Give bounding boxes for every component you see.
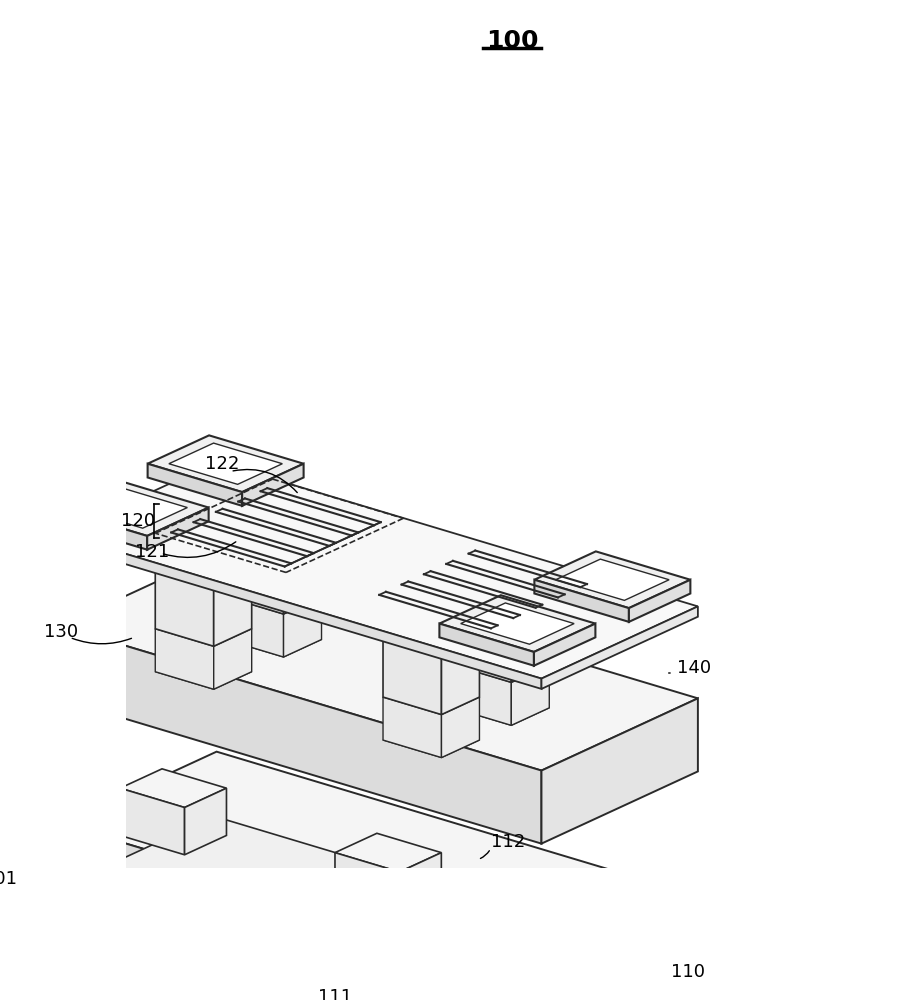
Polygon shape [383,723,479,758]
Polygon shape [60,534,541,689]
Polygon shape [214,547,252,646]
Polygon shape [440,624,534,666]
Polygon shape [383,697,441,758]
Polygon shape [147,508,209,550]
Polygon shape [453,690,549,725]
Polygon shape [283,597,322,657]
Polygon shape [225,622,322,657]
Text: 122: 122 [205,455,239,473]
Polygon shape [156,629,214,689]
Polygon shape [169,443,282,484]
Polygon shape [383,598,479,633]
Polygon shape [629,580,690,622]
Polygon shape [548,965,709,1000]
Polygon shape [541,606,698,689]
Text: 101: 101 [0,870,17,888]
Polygon shape [335,833,441,872]
Polygon shape [383,615,441,715]
Polygon shape [156,530,252,565]
Polygon shape [53,891,548,1000]
Polygon shape [60,752,698,968]
Polygon shape [225,497,322,532]
Polygon shape [53,508,147,550]
Polygon shape [147,464,242,506]
Text: 111: 111 [318,988,352,1000]
Polygon shape [534,624,595,666]
Polygon shape [556,559,669,600]
Polygon shape [53,816,709,1000]
Polygon shape [225,597,283,657]
Polygon shape [60,554,698,771]
Text: 110: 110 [672,963,705,981]
Polygon shape [460,603,574,644]
Polygon shape [399,853,441,919]
Polygon shape [120,788,184,855]
Polygon shape [120,769,227,808]
Polygon shape [156,547,214,646]
Polygon shape [225,515,283,614]
Polygon shape [534,551,690,608]
Polygon shape [335,853,399,919]
Polygon shape [242,464,304,506]
Polygon shape [453,583,512,682]
Polygon shape [441,697,479,758]
Polygon shape [534,580,629,622]
Text: 120: 120 [121,512,156,530]
Text: 121: 121 [135,543,169,561]
Polygon shape [184,788,227,855]
Polygon shape [512,665,549,725]
Polygon shape [53,479,209,536]
Text: 100: 100 [486,29,539,53]
Polygon shape [147,435,304,492]
Polygon shape [60,462,698,679]
Polygon shape [214,629,252,689]
Polygon shape [74,487,187,528]
Polygon shape [453,665,512,725]
Polygon shape [541,698,698,844]
Text: 130: 130 [44,623,78,641]
Polygon shape [283,515,322,614]
Polygon shape [453,566,549,601]
Polygon shape [440,595,595,652]
Polygon shape [541,896,698,1000]
Text: 112: 112 [491,833,525,851]
Text: 140: 140 [677,659,711,677]
Polygon shape [441,615,479,715]
Polygon shape [60,824,541,1000]
Polygon shape [156,654,252,689]
Polygon shape [60,626,541,844]
Polygon shape [512,583,549,682]
